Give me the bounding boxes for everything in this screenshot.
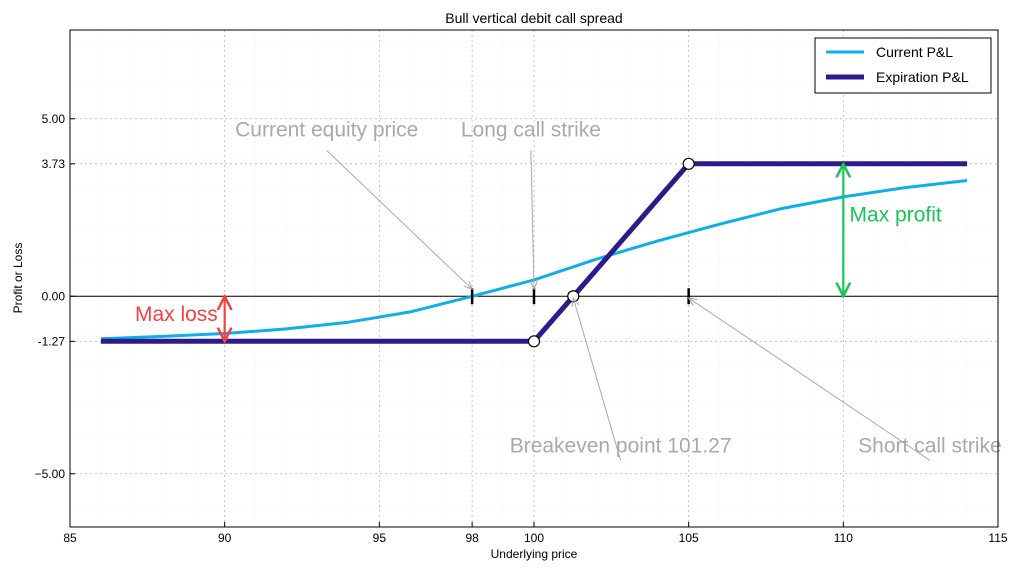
y-tick-label: 3.73 <box>42 157 66 171</box>
annotation-label: Long call strike <box>461 119 601 142</box>
range-label-profit: Max profit <box>850 204 942 227</box>
legend-label-current: Current P&L <box>876 44 953 60</box>
data-point-marker <box>567 290 580 303</box>
x-tick-label: 110 <box>834 531 853 545</box>
x-tick-label: 95 <box>373 531 387 545</box>
y-tick-label: −5.00 <box>35 467 66 481</box>
data-point-marker <box>682 157 695 170</box>
annotation-arrow <box>326 150 472 290</box>
legend-label-expiration: Expiration P&L <box>876 69 969 85</box>
legend: Current P&L Expiration P&L <box>814 37 992 94</box>
annotation-arrow <box>531 150 534 290</box>
x-tick-label: 85 <box>63 531 77 545</box>
annotation-label: Current equity price <box>235 119 418 142</box>
range-label-loss: Max loss <box>135 303 218 326</box>
data-point-marker <box>527 335 541 348</box>
y-axis-label: Profit or Loss <box>11 243 25 314</box>
annotation-label: Breakeven point 101.27 <box>510 434 732 457</box>
y-tick-label: 5.00 <box>42 112 66 126</box>
x-tick-label: 98 <box>465 531 479 545</box>
x-axis-label: Underlying price <box>491 547 578 561</box>
chart-title: Bull vertical debit call spread <box>445 10 622 26</box>
annotation-arrow <box>689 298 931 461</box>
x-tick-label: 105 <box>679 531 699 545</box>
x-tick-label: 90 <box>218 531 232 545</box>
y-tick-label: 0.00 <box>42 289 66 303</box>
axis-ticks: 85 90 95 98 100 105 110 115 −5.00 -1.27 0.00 3.73 5.… <box>35 112 1008 545</box>
x-tick-label: 115 <box>988 531 1007 545</box>
x-tick-label: 100 <box>524 531 544 545</box>
y-tick-label: -1.27 <box>38 334 66 348</box>
annotation-arrow <box>573 298 622 461</box>
legend-box <box>814 37 992 94</box>
annotation-label: Short call strike <box>858 434 1002 457</box>
